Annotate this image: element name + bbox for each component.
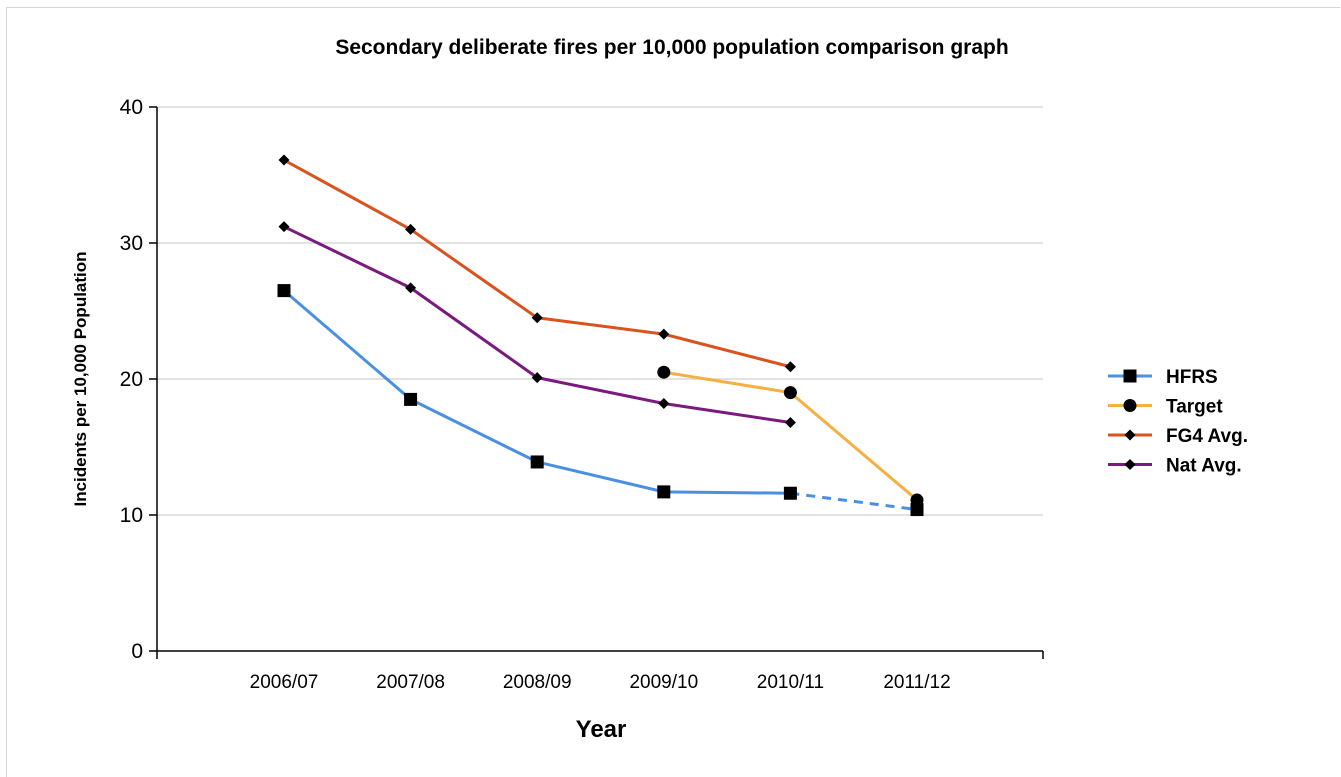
- grid-lines: [157, 106, 1043, 516]
- data-point-square: [657, 485, 671, 499]
- data-point-circle: [1123, 399, 1137, 412]
- chart-title: Secondary deliberate fires per 10,000 po…: [335, 36, 1008, 59]
- x-tick-label: 2011/12: [883, 672, 950, 693]
- data-point-square: [277, 284, 291, 298]
- data-point-diamond: [278, 221, 290, 233]
- series-target: [657, 365, 924, 507]
- x-tick-label: 2007/08: [376, 672, 445, 693]
- data-point-circle: [783, 386, 797, 400]
- data-point-diamond: [278, 154, 290, 166]
- legend-item: HFRS: [1108, 367, 1218, 388]
- series-line-segment: [535, 460, 666, 494]
- x-axis-ticks: 2006/07 2007/08 2008/09 2009/10 2010/11 2011/…: [250, 672, 951, 693]
- legend-label: Target: [1166, 397, 1223, 418]
- series-line-segment: [788, 391, 919, 502]
- data-point-square: [1123, 369, 1137, 383]
- series-hfrs: [277, 284, 924, 517]
- legend-label: Nat Avg.: [1166, 456, 1242, 477]
- y-tick-label: 10: [120, 504, 143, 527]
- series-line-segment: [790, 491, 918, 512]
- series-nat-avg: [278, 221, 796, 429]
- series-line-segment: [282, 158, 413, 231]
- data-point-diamond: [531, 312, 543, 324]
- legend-item: Nat Avg.: [1108, 456, 1242, 477]
- series-line-segment: [662, 370, 792, 395]
- series-line-segment: [662, 332, 792, 369]
- legend-label: HFRS: [1166, 367, 1218, 388]
- legend-item: FG4 Avg.: [1108, 426, 1248, 447]
- series-line-segment: [535, 316, 666, 336]
- series-line-segment: [282, 225, 413, 290]
- series-line-segment: [409, 227, 539, 320]
- y-axis-label: Incidents per 10,000 Population: [71, 251, 90, 506]
- legend-label: FG4 Avg.: [1166, 426, 1248, 447]
- data-point-diamond: [784, 361, 796, 373]
- x-tick-label: 2009/10: [629, 672, 698, 693]
- legend-item: Target: [1108, 397, 1223, 418]
- data-point-square: [783, 486, 797, 500]
- data-point-diamond: [658, 397, 670, 409]
- legend: HFRS Target FG4 Avg. Nat Avg.: [1108, 367, 1248, 477]
- series-line-segment: [662, 490, 792, 495]
- data-point-square: [530, 455, 544, 469]
- series-line-segment: [282, 289, 413, 401]
- data-point-diamond: [405, 223, 417, 235]
- data-point-diamond: [658, 328, 670, 340]
- y-tick-label: 40: [120, 96, 143, 119]
- series-line-segment: [662, 401, 792, 425]
- x-tick-label: 2010/11: [757, 672, 824, 693]
- data-point-square: [910, 503, 924, 517]
- data-point-diamond: [784, 417, 796, 429]
- series-line-segment: [535, 376, 666, 405]
- y-tick-label: 0: [131, 640, 143, 663]
- data-point-diamond: [1124, 459, 1136, 470]
- series-line-segment: [409, 397, 539, 464]
- series-line-segment: [409, 286, 539, 380]
- axes: [156, 107, 1044, 659]
- y-tick-label: 30: [120, 232, 143, 255]
- data-point-diamond: [405, 282, 417, 294]
- data-point-square: [404, 392, 418, 406]
- x-axis-label: Year: [576, 716, 627, 743]
- data-point-diamond: [1124, 429, 1136, 441]
- x-tick-label: 2008/09: [503, 672, 572, 693]
- data-point-diamond: [531, 372, 543, 384]
- chart-frame: [6, 7, 1340, 777]
- y-axis-ticks: 0 10 20 30 40: [120, 96, 157, 663]
- x-tick-label: 2006/07: [250, 672, 319, 693]
- series-group: [277, 154, 924, 517]
- y-tick-label: 20: [120, 368, 143, 391]
- series-fg4-avg: [278, 154, 796, 373]
- data-point-circle: [657, 365, 671, 379]
